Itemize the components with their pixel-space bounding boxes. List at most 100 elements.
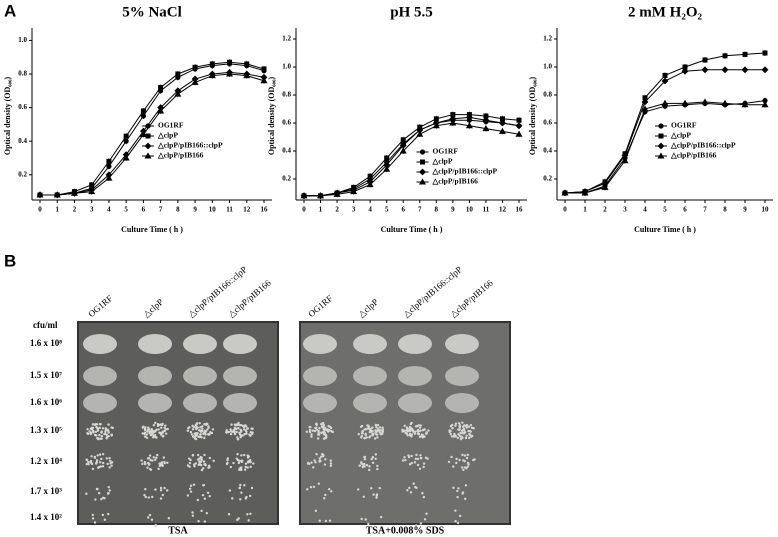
colony (188, 465, 191, 468)
colony (375, 425, 378, 429)
x-tick-label: 12 (243, 206, 251, 214)
colony-spot (445, 366, 479, 386)
colony (226, 459, 229, 462)
chart-title: 2 mM H₂O₂ (628, 4, 702, 20)
colony (146, 457, 150, 460)
colony (239, 423, 243, 427)
colony (141, 432, 144, 435)
marker (158, 84, 164, 90)
colony (164, 424, 167, 427)
x-tick-label: 10 (762, 206, 770, 214)
colony (100, 437, 103, 440)
colony (198, 421, 201, 425)
colony (191, 435, 195, 438)
colony (244, 465, 247, 469)
marker (123, 133, 129, 139)
strain-label: △clpP/pIB166 (448, 277, 495, 319)
colony (361, 432, 364, 435)
marker (601, 183, 609, 190)
colony (404, 431, 407, 435)
colony (425, 432, 428, 435)
colony (417, 432, 421, 436)
colony (186, 429, 190, 432)
chart-title: pH 5.5 (390, 4, 433, 20)
colony (157, 467, 160, 471)
colony (418, 435, 422, 439)
dilution-label: 1.4 x 10² (30, 512, 62, 522)
colony (408, 430, 411, 433)
colony (106, 462, 109, 466)
colony (140, 459, 143, 462)
colony (105, 433, 108, 437)
chart-title: 5% NaCl (122, 4, 182, 20)
colony-spot (398, 393, 432, 413)
colony (192, 483, 196, 486)
colony (167, 516, 171, 520)
colony (100, 434, 104, 438)
colony (458, 514, 462, 518)
dilution-label: 1.6 x 10⁸ (30, 338, 62, 348)
colony (322, 437, 326, 440)
series-line (40, 73, 265, 196)
marker (88, 187, 96, 195)
marker (761, 66, 769, 74)
panel-label: B (4, 251, 16, 270)
colony (194, 462, 198, 465)
colony (141, 462, 144, 466)
colony (454, 519, 457, 523)
legend-marker (144, 152, 152, 159)
marker (661, 99, 669, 106)
colony (318, 519, 321, 522)
colony (240, 454, 243, 457)
colony (108, 466, 111, 469)
colony (317, 482, 320, 485)
colony (104, 427, 107, 430)
marker (244, 61, 250, 67)
y-tick-label: 0.4 (18, 137, 27, 145)
colony (251, 432, 254, 436)
marker (741, 101, 749, 108)
colony (463, 432, 466, 435)
colony (309, 485, 313, 489)
marker (300, 192, 308, 199)
colony-spot (83, 334, 117, 354)
legend-marker (419, 149, 426, 155)
colony (202, 460, 206, 463)
colony (91, 467, 95, 471)
colony (109, 461, 112, 465)
colony (96, 429, 100, 432)
marker (561, 189, 569, 196)
colony (90, 455, 93, 458)
x-tick-label: 11 (226, 206, 233, 214)
colony (414, 457, 418, 461)
unit-label: cfu/ml (33, 320, 58, 330)
colony (238, 467, 242, 470)
colony (243, 484, 246, 487)
legend-label: △clpP/pIB166 (157, 151, 204, 160)
colony (330, 490, 333, 493)
marker (581, 189, 589, 196)
colony (161, 435, 165, 438)
panel-label: A (4, 1, 16, 20)
colony (241, 434, 244, 437)
colony (310, 433, 313, 436)
colony (461, 436, 464, 439)
marker (139, 130, 147, 137)
colony (199, 463, 203, 467)
colony (317, 429, 320, 433)
colony (324, 519, 328, 523)
colony-spot (303, 393, 337, 413)
x-tick-label: 3 (90, 206, 94, 214)
colony (93, 521, 97, 524)
colony (144, 462, 147, 466)
colony (407, 454, 410, 457)
colony (463, 454, 467, 457)
colony (240, 459, 243, 462)
colony (452, 435, 456, 438)
colony (199, 425, 202, 429)
colony (318, 459, 321, 463)
colony (206, 491, 210, 494)
colony (366, 427, 369, 430)
marker (498, 127, 506, 134)
colony (317, 431, 320, 435)
